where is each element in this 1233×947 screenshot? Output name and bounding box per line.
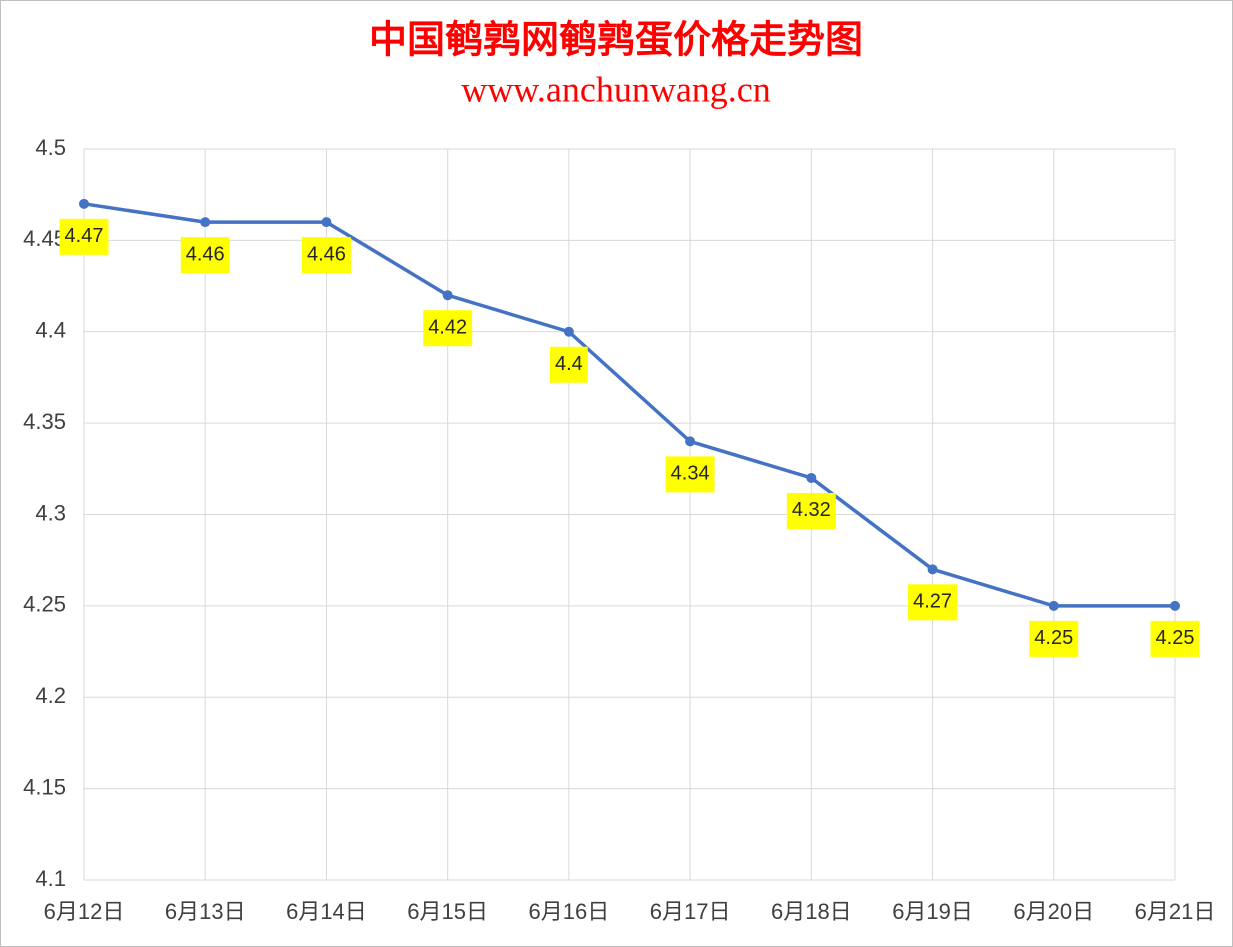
y-tick-label: 4.45 [23,226,66,251]
value-label: 4.25 [1156,627,1195,649]
value-label-bg [59,218,109,255]
value-label-bg [549,346,588,383]
value-label: 4.46 [307,243,346,265]
y-tick-label: 4.1 [35,866,66,891]
x-tick-label: 6月18日 [771,899,852,924]
value-label-bg [1150,620,1200,657]
value-label: 4.42 [428,316,467,338]
marker [563,326,574,337]
y-tick-label: 4.15 [23,774,66,799]
value-label: 4.34 [671,463,710,485]
marker [685,436,696,447]
y-tick-label: 4.4 [35,318,66,343]
value-label-bg [665,456,715,493]
x-tick-label: 6月16日 [529,899,610,924]
x-tick-label: 6月17日 [650,899,731,924]
x-tick-label: 6月12日 [44,899,125,924]
value-label: 4.47 [65,225,104,247]
x-tick-label: 6月21日 [1135,899,1216,924]
value-label: 4.25 [1034,627,1073,649]
x-tick-label: 6月13日 [165,899,246,924]
value-label-bg [180,237,230,274]
marker [927,564,938,575]
marker [442,290,453,301]
value-label-bg [908,584,958,621]
value-label-bg [786,492,836,529]
line [83,202,1175,608]
x-tick-label: 6月15日 [407,899,488,924]
y-tick-label: 4.25 [23,592,66,617]
x-tick-label: 6月20日 [1013,899,1094,924]
marker [200,217,211,228]
chart-subtitle: www.anchunwang.cn [461,69,771,109]
value-label: 4.32 [792,499,831,521]
value-label-bg [301,237,351,274]
marker [79,198,89,209]
value-label-bg [1029,620,1079,657]
chart-title: 中国鹌鹑网鹌鹑蛋价格走势图 [369,20,863,62]
x-tick-label: 6月19日 [892,899,973,924]
marker [1170,600,1180,611]
y-tick-label: 4.35 [23,409,66,434]
y-tick-label: 4.2 [35,683,66,708]
y-tick-label: 4.3 [35,500,66,525]
marker [1048,600,1059,611]
y-tick-label: 4.5 [35,135,66,160]
marker [806,472,817,483]
value-label: 4.46 [186,243,225,265]
value-label-bg [423,310,473,347]
marker [321,217,332,228]
x-tick-label: 6月14日 [286,899,367,924]
value-label: 4.27 [913,591,952,613]
value-label: 4.4 [555,353,583,375]
